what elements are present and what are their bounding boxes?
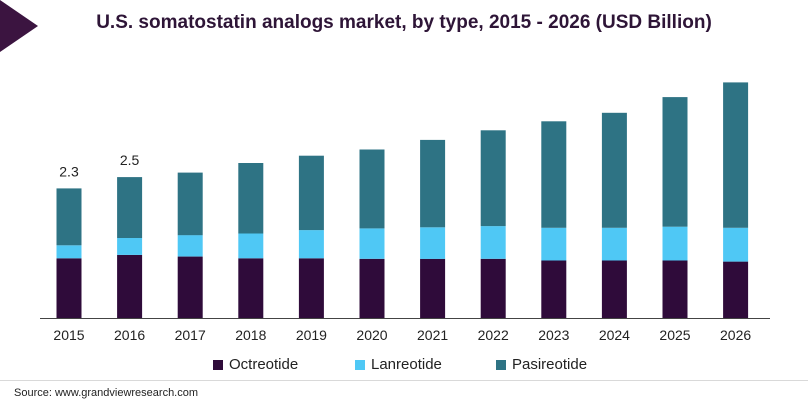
bar-segment-lanreotide-2024 [601, 227, 627, 261]
bar-segment-octreotide-2015 [56, 258, 82, 318]
x-tick-label-2024: 2024 [599, 327, 630, 343]
x-tick-label-2018: 2018 [235, 327, 266, 343]
legend-swatch-octreotide [213, 359, 223, 370]
bar-segment-lanreotide-2025 [662, 226, 688, 261]
bar-segment-pasireotide-2026 [723, 82, 749, 228]
bar-segment-pasireotide-2019 [298, 155, 324, 231]
corner-decoration [0, 0, 38, 52]
bar-segment-octreotide-2023 [541, 260, 567, 318]
chart-title: U.S. somatostatin analogs market, by typ… [96, 12, 712, 33]
bar-segment-lanreotide-2026 [723, 227, 749, 262]
bar-segment-octreotide-2024 [601, 260, 627, 318]
bar-segment-octreotide-2022 [480, 258, 506, 318]
legend-item-pasireotide: Pasireotide [496, 356, 587, 373]
legend-label-octreotide: Octreotide [229, 356, 299, 373]
bar-segment-octreotide-2025 [662, 260, 688, 318]
bar-segment-octreotide-2016 [117, 254, 143, 318]
x-tick-label-2022: 2022 [478, 327, 509, 343]
bar-segment-lanreotide-2017 [177, 235, 203, 257]
bar-segment-lanreotide-2018 [238, 233, 264, 259]
bar-segment-lanreotide-2022 [480, 226, 506, 259]
bar-segment-pasireotide-2018 [238, 163, 264, 234]
x-tick-label-2023: 2023 [538, 327, 569, 343]
bar-segment-pasireotide-2022 [480, 130, 506, 227]
x-tick-label-2017: 2017 [175, 327, 206, 343]
chart-legend: Octreotide Lanreotide Pasireotide [0, 356, 808, 376]
legend-label-pasireotide: Pasireotide [512, 356, 588, 373]
bar-segment-pasireotide-2021 [420, 139, 446, 228]
bar-segment-lanreotide-2016 [117, 238, 143, 255]
bar-segment-pasireotide-2025 [662, 97, 688, 227]
bar-segment-pasireotide-2017 [177, 172, 203, 236]
footer-divider [0, 380, 808, 381]
x-tick-label-2019: 2019 [296, 327, 327, 343]
bar-segment-octreotide-2020 [359, 258, 385, 318]
bar-segment-lanreotide-2019 [298, 230, 324, 259]
bar-segment-octreotide-2018 [238, 258, 264, 318]
bar-segment-pasireotide-2016 [117, 177, 143, 238]
bar-segment-octreotide-2026 [723, 261, 749, 318]
legend-swatch-pasireotide [496, 359, 506, 370]
bar-segment-lanreotide-2021 [420, 227, 446, 259]
bar-segment-lanreotide-2023 [541, 227, 567, 261]
bar-segment-pasireotide-2020 [359, 149, 385, 229]
bar-segment-octreotide-2017 [177, 256, 203, 318]
x-tick-label-2025: 2025 [659, 327, 690, 343]
x-tick-label-2026: 2026 [720, 327, 751, 343]
legend-swatch-lanreotide [355, 359, 365, 370]
legend-item-lanreotide: Lanreotide [355, 356, 442, 373]
bar-segment-pasireotide-2024 [601, 112, 627, 228]
data-label-2015: 2.3 [59, 163, 79, 179]
bar-segment-pasireotide-2023 [541, 121, 567, 228]
source-note: Source: www.grandviewresearch.com [14, 387, 199, 399]
bar-segment-octreotide-2019 [298, 258, 324, 318]
x-tick-label-2016: 2016 [114, 327, 145, 343]
x-tick-label-2015: 2015 [53, 327, 84, 343]
bar-segment-octreotide-2021 [420, 258, 446, 318]
data-label-2016: 2.5 [120, 152, 140, 168]
legend-label-lanreotide: Lanreotide [371, 356, 442, 373]
bar-segment-lanreotide-2020 [359, 228, 385, 259]
bar-segment-lanreotide-2015 [56, 245, 82, 259]
x-tick-label-2021: 2021 [417, 327, 448, 343]
bar-segment-pasireotide-2015 [56, 188, 82, 246]
x-tick-label-2020: 2020 [356, 327, 387, 343]
legend-item-octreotide: Octreotide [213, 356, 298, 373]
